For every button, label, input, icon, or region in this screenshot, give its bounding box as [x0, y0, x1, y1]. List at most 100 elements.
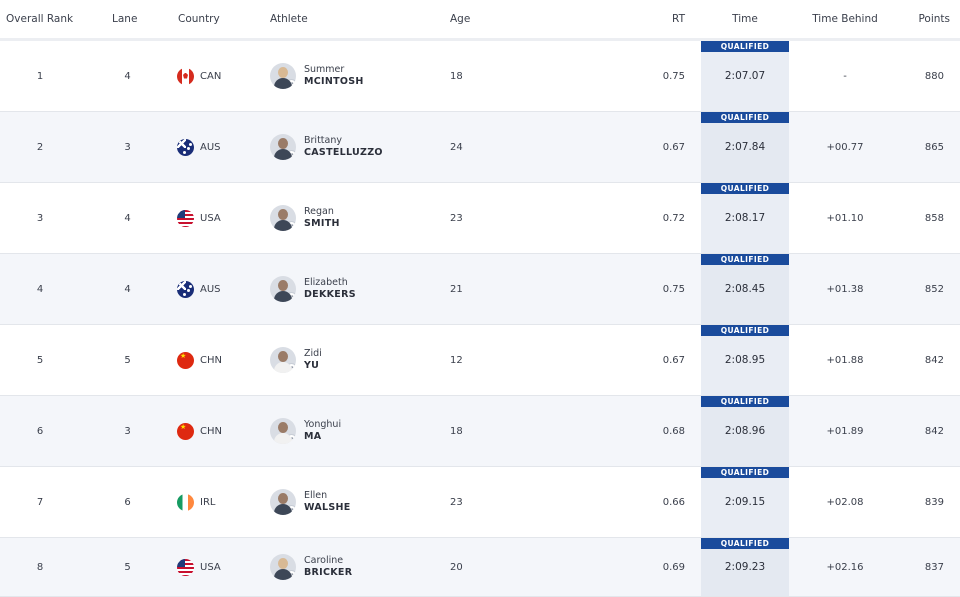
athlete-first-name: Zidi	[304, 348, 322, 359]
athlete-name[interactable]: Zidi YU	[304, 348, 322, 372]
header-country[interactable]: Country	[178, 13, 220, 25]
country-code: USA	[200, 561, 221, 573]
time-behind-cell: +01.38	[826, 283, 864, 295]
rt-cell: 0.75	[662, 283, 685, 295]
china-flag-icon	[177, 422, 194, 440]
athlete-name[interactable]: Elizabeth DEKKERS	[304, 277, 356, 301]
table-row[interactable]: 5 5 CHN ↗ Zidi YU 12 0.67 QUALIFIED 2:08…	[0, 325, 960, 396]
athlete-cell[interactable]: ↗ Ellen WALSHE	[270, 489, 450, 515]
athlete-avatar[interactable]: ↗	[270, 134, 296, 160]
header-overall-rank[interactable]: Overall Rank	[6, 13, 74, 25]
time-cell: QUALIFIED 2:07.84	[701, 112, 789, 182]
usa-flag-icon	[177, 558, 194, 576]
time-cell: QUALIFIED 2:07.07	[701, 41, 789, 111]
athlete-avatar[interactable]: ↗	[270, 276, 296, 302]
points-cell: 858	[924, 212, 944, 224]
time-cell: QUALIFIED 2:08.17	[701, 183, 789, 253]
table-row[interactable]: 3 4 USA ↗ Regan SMITH 23 0.72 QUALIFIED …	[0, 183, 960, 254]
athlete-first-name: Caroline	[304, 555, 344, 566]
time-behind-cell: +02.08	[826, 496, 864, 508]
table-header: Overall Rank Lane Country Athlete Age RT…	[0, 0, 960, 41]
rank-cell: 3	[36, 212, 44, 224]
header-lane[interactable]: Lane	[112, 13, 138, 25]
time-cell: QUALIFIED 2:08.96	[701, 396, 789, 466]
athlete-last-name: MCINTOSH	[304, 76, 364, 87]
rank-cell: 4	[36, 283, 44, 295]
athlete-avatar[interactable]: ↗	[270, 554, 296, 580]
time-value: 2:07.07	[724, 70, 766, 82]
table-row[interactable]: 1 4 CAN ↗ Summer MCINTOSH 18 0.75 QUALIF…	[0, 41, 960, 112]
athlete-name[interactable]: Regan SMITH	[304, 206, 340, 230]
country-cell: USA	[175, 558, 270, 576]
table-row[interactable]: 6 3 CHN ↗ Yonghui MA 18 0.68 QUALIFIED 2…	[0, 396, 960, 467]
athlete-cell[interactable]: ↗ Caroline BRICKER	[270, 554, 450, 580]
country-code: AUS	[200, 283, 221, 295]
china-flag-icon	[177, 351, 194, 369]
athlete-first-name: Brittany	[304, 135, 342, 146]
athlete-cell[interactable]: ↗ Regan SMITH	[270, 205, 450, 231]
rt-cell: 0.67	[662, 141, 685, 153]
qualified-badge: QUALIFIED	[701, 183, 789, 194]
athlete-first-name: Regan	[304, 206, 334, 217]
header-rt[interactable]: RT	[672, 13, 685, 25]
athlete-cell[interactable]: ↗ Yonghui MA	[270, 418, 450, 444]
header-time[interactable]: Time	[732, 13, 758, 25]
canada-flag-icon	[177, 67, 194, 85]
country-code: CHN	[200, 425, 222, 437]
table-row[interactable]: 4 4 AUS ↗ Elizabeth DEKKERS 21 0.75 QUAL…	[0, 254, 960, 325]
header-time-behind[interactable]: Time Behind	[812, 13, 878, 25]
time-behind-cell: +01.10	[826, 212, 864, 224]
athlete-first-name: Yonghui	[304, 419, 342, 430]
time-behind-cell: +01.89	[826, 425, 864, 437]
points-cell: 839	[924, 496, 944, 508]
lane-cell: 4	[124, 212, 131, 224]
athlete-cell[interactable]: ↗ Summer MCINTOSH	[270, 63, 450, 89]
header-athlete[interactable]: Athlete	[270, 13, 308, 25]
country-cell: CHN	[175, 422, 270, 440]
header-age[interactable]: Age	[450, 13, 471, 25]
athlete-cell[interactable]: ↗ Brittany CASTELLUZZO	[270, 134, 450, 160]
qualified-badge: QUALIFIED	[701, 538, 789, 549]
country-code: CAN	[200, 70, 222, 82]
athlete-name[interactable]: Summer MCINTOSH	[304, 64, 364, 88]
athlete-first-name: Ellen	[304, 490, 328, 501]
athlete-avatar[interactable]: ↗	[270, 63, 296, 89]
table-row[interactable]: 2 3 AUS ↗ Brittany CASTELLUZZO 24 0.67 Q…	[0, 112, 960, 183]
lane-cell: 4	[124, 70, 131, 82]
usa-flag-icon	[177, 209, 194, 227]
athlete-cell[interactable]: ↗ Elizabeth DEKKERS	[270, 276, 450, 302]
time-value: 2:08.17	[724, 212, 766, 224]
points-cell: 880	[924, 70, 944, 82]
points-cell: 852	[924, 283, 944, 295]
time-behind-cell: -	[843, 70, 847, 82]
time-cell: QUALIFIED 2:09.15	[701, 467, 789, 537]
athlete-cell[interactable]: ↗ Zidi YU	[270, 347, 450, 373]
athlete-name[interactable]: Caroline BRICKER	[304, 555, 352, 579]
qualified-badge: QUALIFIED	[701, 325, 789, 336]
table-row[interactable]: 8 5 USA ↗ Caroline BRICKER 20 0.69 QUALI…	[0, 538, 960, 597]
rank-cell: 5	[36, 354, 44, 366]
athlete-name[interactable]: Yonghui MA	[304, 419, 341, 443]
country-cell: AUS	[175, 138, 270, 156]
time-value: 2:07.84	[724, 141, 766, 153]
athlete-last-name: YU	[304, 360, 320, 371]
header-points[interactable]: Points	[918, 13, 950, 25]
athlete-name[interactable]: Ellen WALSHE	[304, 490, 351, 514]
profile-link-icon: ↗	[286, 150, 296, 160]
time-cell: QUALIFIED 2:09.23	[701, 538, 789, 596]
athlete-name[interactable]: Brittany CASTELLUZZO	[304, 135, 383, 159]
rt-cell: 0.69	[662, 561, 685, 573]
athlete-avatar[interactable]: ↗	[270, 205, 296, 231]
rt-cell: 0.67	[662, 354, 685, 366]
time-value: 2:09.23	[724, 561, 766, 573]
country-cell: IRL	[175, 493, 270, 511]
athlete-last-name: BRICKER	[304, 567, 353, 578]
athlete-avatar[interactable]: ↗	[270, 347, 296, 373]
time-behind-cell: +01.88	[826, 354, 864, 366]
athlete-avatar[interactable]: ↗	[270, 489, 296, 515]
country-cell: USA	[175, 209, 270, 227]
table-row[interactable]: 7 6 IRL ↗ Ellen WALSHE 23 0.66 QUALIFIED…	[0, 467, 960, 538]
athlete-avatar[interactable]: ↗	[270, 418, 296, 444]
athlete-last-name: WALSHE	[304, 502, 351, 513]
qualified-badge: QUALIFIED	[701, 467, 789, 478]
